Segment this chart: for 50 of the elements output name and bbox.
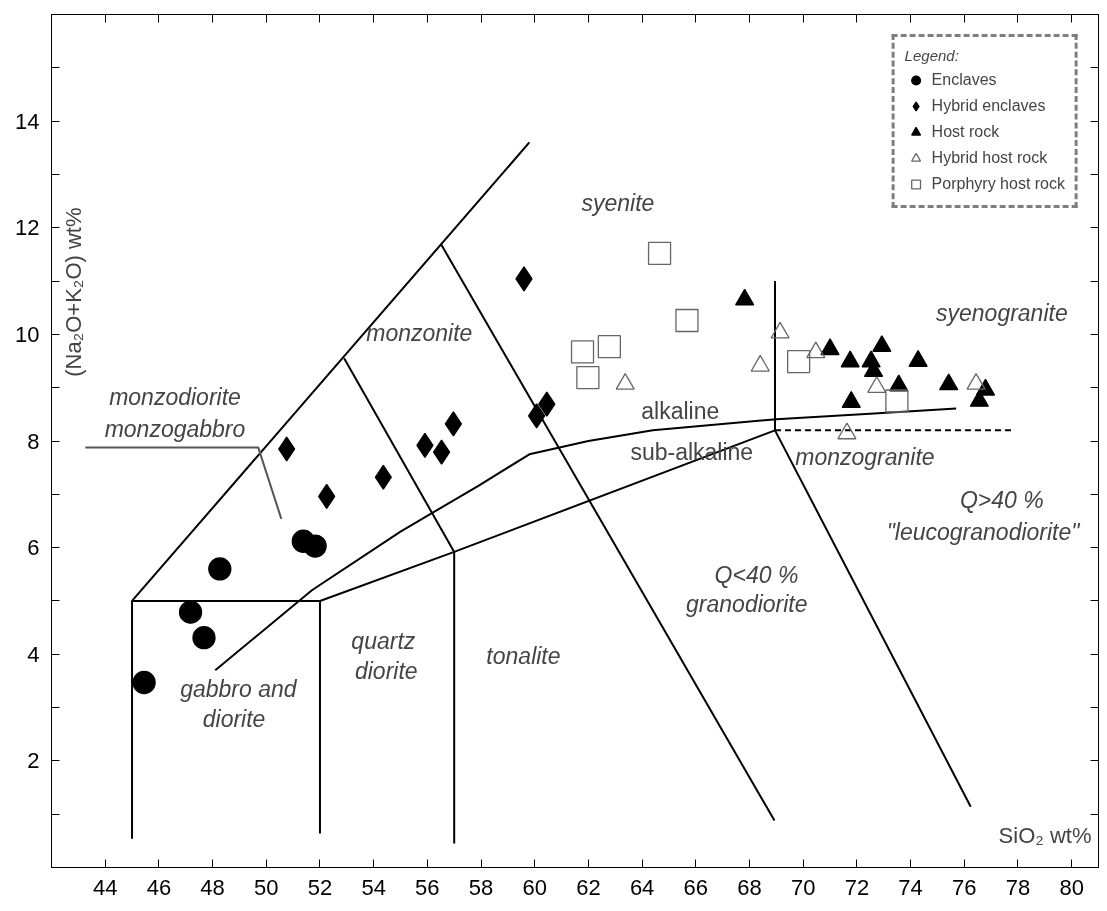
annotation: monzogabbro [104,416,246,443]
x-tick-label: 48 [200,874,225,900]
x-tick-label: 66 [683,874,709,900]
annotation: monzonite [366,319,473,346]
x-tick-label: 56 [415,874,440,900]
x-tick-label: 80 [1059,874,1084,900]
annotation: Q>40 % [959,487,1044,514]
y-tick-label: 8 [27,428,40,454]
x-tick-label: 70 [790,874,816,900]
x-tick-label: 72 [844,874,870,900]
x-tick-label: 50 [254,874,279,900]
x-tick-label: 46 [146,874,172,900]
legend-label: Porphyry host rock [931,175,1065,193]
legend-title: Legend: [904,47,960,64]
annotation: alkaline [641,398,720,425]
annotation: quartz [351,628,416,655]
legend-label: Host rock [931,123,1000,141]
x-tick-label: 44 [92,874,118,900]
annotation: diorite [202,706,266,733]
y-tick-label: 12 [15,215,40,241]
annotation: gabbro and [180,676,298,703]
annotation: monzodiorite [109,384,241,411]
x-tick-label: 78 [1005,874,1031,900]
y-tick-label: 6 [27,535,40,561]
annotation: diorite [354,658,418,685]
x-tick-label: 54 [361,874,386,900]
legend-label: Hybrid host rock [931,149,1048,167]
x-tick-label: 64 [629,874,655,900]
annotation: syenite [581,190,655,217]
x-tick-label: 60 [522,874,547,900]
y-tick-label: 10 [15,321,40,347]
y-tick-label: 14 [15,108,40,134]
annotation: "leucogranodiorite" [886,519,1082,546]
x-tick-label: 62 [576,874,601,900]
x-tick-label: 76 [952,874,977,900]
x-tick-label: 74 [898,874,923,900]
x-axis-title: SiO₂ wt% [998,822,1092,848]
x-tick-label: 58 [468,874,494,900]
legend-label: Hybrid enclaves [931,97,1046,115]
annotation: monzogranite [795,443,935,470]
x-tick-label: 68 [737,874,762,900]
annotation: tonalite [486,643,561,670]
legend-label: Enclaves [931,71,997,89]
y-tick-label: 2 [27,748,40,774]
annotation: Q<40 % [714,561,799,588]
annotation: granodiorite [686,590,808,617]
annotation: syenogranite [936,300,1068,327]
x-tick-label: 52 [307,874,333,900]
y-tick-label: 4 [27,641,40,667]
y-axis-title: (Na₂O+K₂O) wt% [61,207,86,377]
